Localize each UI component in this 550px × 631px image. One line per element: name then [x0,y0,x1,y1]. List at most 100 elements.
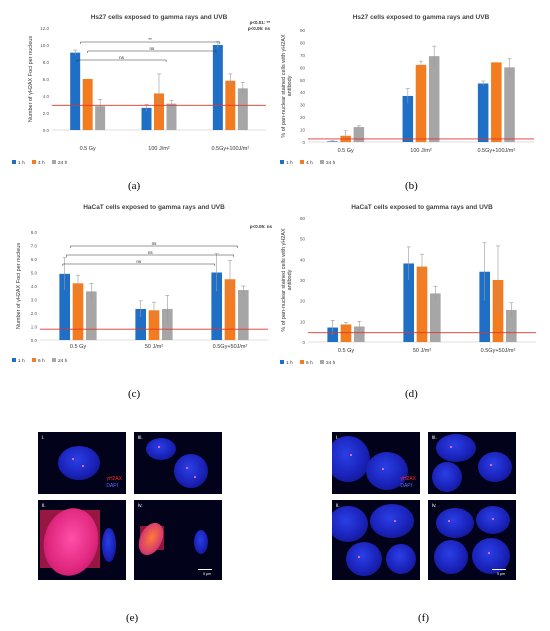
legend-swatch [52,358,56,362]
micrograph-f-iii: iii. [428,432,516,494]
y-tick-label: 2.0 [43,111,50,116]
legend-swatch [300,160,304,164]
legend-swatch [320,160,324,164]
legend-swatch [12,160,16,164]
y-axis-label-line: antibody [287,269,293,290]
y-tick-label: 20 [300,299,306,304]
chart-title: HaCaT cells exposed to gamma rays and UV… [83,204,225,211]
bar-6h-1 [148,310,160,340]
legend-label: 4 h [38,160,45,166]
y-tick-label: 0 [302,340,305,345]
x-category-label: 100 J/m² [148,146,170,152]
chart-title: HaCaT cells exposed to gamma rays and UV… [351,204,493,211]
micrograph-f-ii: ii. [332,500,420,580]
y-tick-label: 60 [300,216,306,221]
chart-title: Hs27 cells exposed to gamma rays and UVB [91,14,228,21]
legend-label: 24 h [326,160,336,166]
y-tick-label: 90 [300,28,306,33]
caption-d: (d) [405,388,418,400]
panel-label: ii. [42,503,46,509]
bar-24h-2 [505,309,517,342]
x-category-label: 50 J/m² [413,348,432,354]
caption-e: (e) [126,612,139,624]
legend-swatch [32,358,36,362]
legend-gamma-h2ax: γH2AX [106,476,122,482]
x-category-label: 0.5 Gy [338,148,354,154]
legend-swatch [280,360,284,364]
y-tick-label: 0 [302,140,305,145]
bar-24h-1 [166,103,177,130]
caption-b: (b) [405,180,418,192]
y-tick-label: 60 [300,65,306,70]
bar-24h-2 [237,290,249,340]
bar-24h-0 [95,106,106,130]
bar-1h-2 [212,45,223,130]
bar-1h-1 [403,263,415,342]
y-axis-label-line: % of pan-nuclear stained cells with γH2A… [281,34,287,138]
chart-c: HaCaT cells exposed to gamma rays and UV… [12,204,273,364]
legend-label: 1 h [18,358,25,364]
legend-swatch [320,360,324,364]
y-tick-label: 0.0 [31,338,38,343]
bar-1h-2 [211,272,223,340]
bar-1h-1 [402,95,414,142]
significance-label: ns [149,46,155,51]
y-tick-label: 40 [300,257,306,262]
caption-c: (c) [128,388,141,400]
x-category-label: 0.5Gy+100J/m² [477,148,515,154]
y-tick-label: 8.0 [31,230,38,235]
y-tick-label: 30 [300,278,306,283]
y-tick-label: 1.0 [31,325,38,330]
x-category-label: 0.5Gy+50J/m² [213,344,248,350]
y-axis-label-line: % of pan-nuclear stained cells with γH2A… [281,228,287,332]
y-tick-label: 8.0 [43,60,50,65]
legend-swatch [300,360,304,364]
x-category-label: 0.5 Gy [70,344,86,350]
bar-24h-1 [161,308,173,340]
bar-24h-0 [353,326,365,342]
bar-1h-2 [479,271,491,342]
y-tick-label: 4.0 [31,284,38,289]
bar-1h-1 [141,107,152,130]
panel-label: iii. [138,435,143,441]
bar-6h-2 [224,279,236,340]
y-axis-label: % of pan-nuclear stained cells with γH2A… [281,34,293,138]
y-axis-label: Number of γH2AX Foci per nucleus [28,36,34,122]
bar-24h-0 [353,127,365,142]
bar-24h-2 [504,67,515,142]
legend-dapi: DAPI [400,483,412,489]
y-tick-label: 50 [300,237,306,242]
significance-label: ns [136,259,142,264]
legend-label: 6 h [306,360,313,366]
x-category-label: 100 J/m² [410,148,432,154]
y-tick-label: 70 [300,53,306,58]
legend-label: 4 h [306,160,313,166]
y-tick-label: 5.0 [31,271,38,276]
bar-4h-1 [415,64,427,142]
legend-label: 1 h [286,160,293,166]
chart-title: Hs27 cells exposed to gamma rays and UVB [353,14,490,21]
stats-note: p<0.01: ** [250,20,271,25]
chart-a: Hs27 cells exposed to gamma rays and UVB… [12,14,271,166]
y-tick-label: 0.0 [43,128,50,133]
micrograph-e-iv: iv. 5 μm [134,500,222,580]
y-tick-label: 80 [300,40,306,45]
bar-24h-0 [85,291,97,340]
bar-4h-0 [82,79,93,130]
significance-label: ns [152,241,158,246]
y-tick-label: 6.0 [31,257,38,262]
y-tick-label: 4.0 [43,94,50,99]
legend-label: 1 h [18,160,25,166]
y-tick-label: 10 [300,128,306,133]
stats-note: p<0.05: ns [248,26,271,31]
y-tick-label: 3.0 [31,298,38,303]
y-tick-label: 20 [300,115,306,120]
stats-note: p<0.05: ns [250,224,273,229]
bar-1h-0 [59,273,71,340]
legend-label: 1 h [286,360,293,366]
y-tick-label: 12.0 [40,26,49,31]
bar-6h-0 [72,283,84,340]
micrograph-e-iii: iii. [134,432,222,494]
scale-label: 5 μm [497,572,505,576]
y-axis-label: Number of γH2AX Foci per nucleus [16,243,22,329]
